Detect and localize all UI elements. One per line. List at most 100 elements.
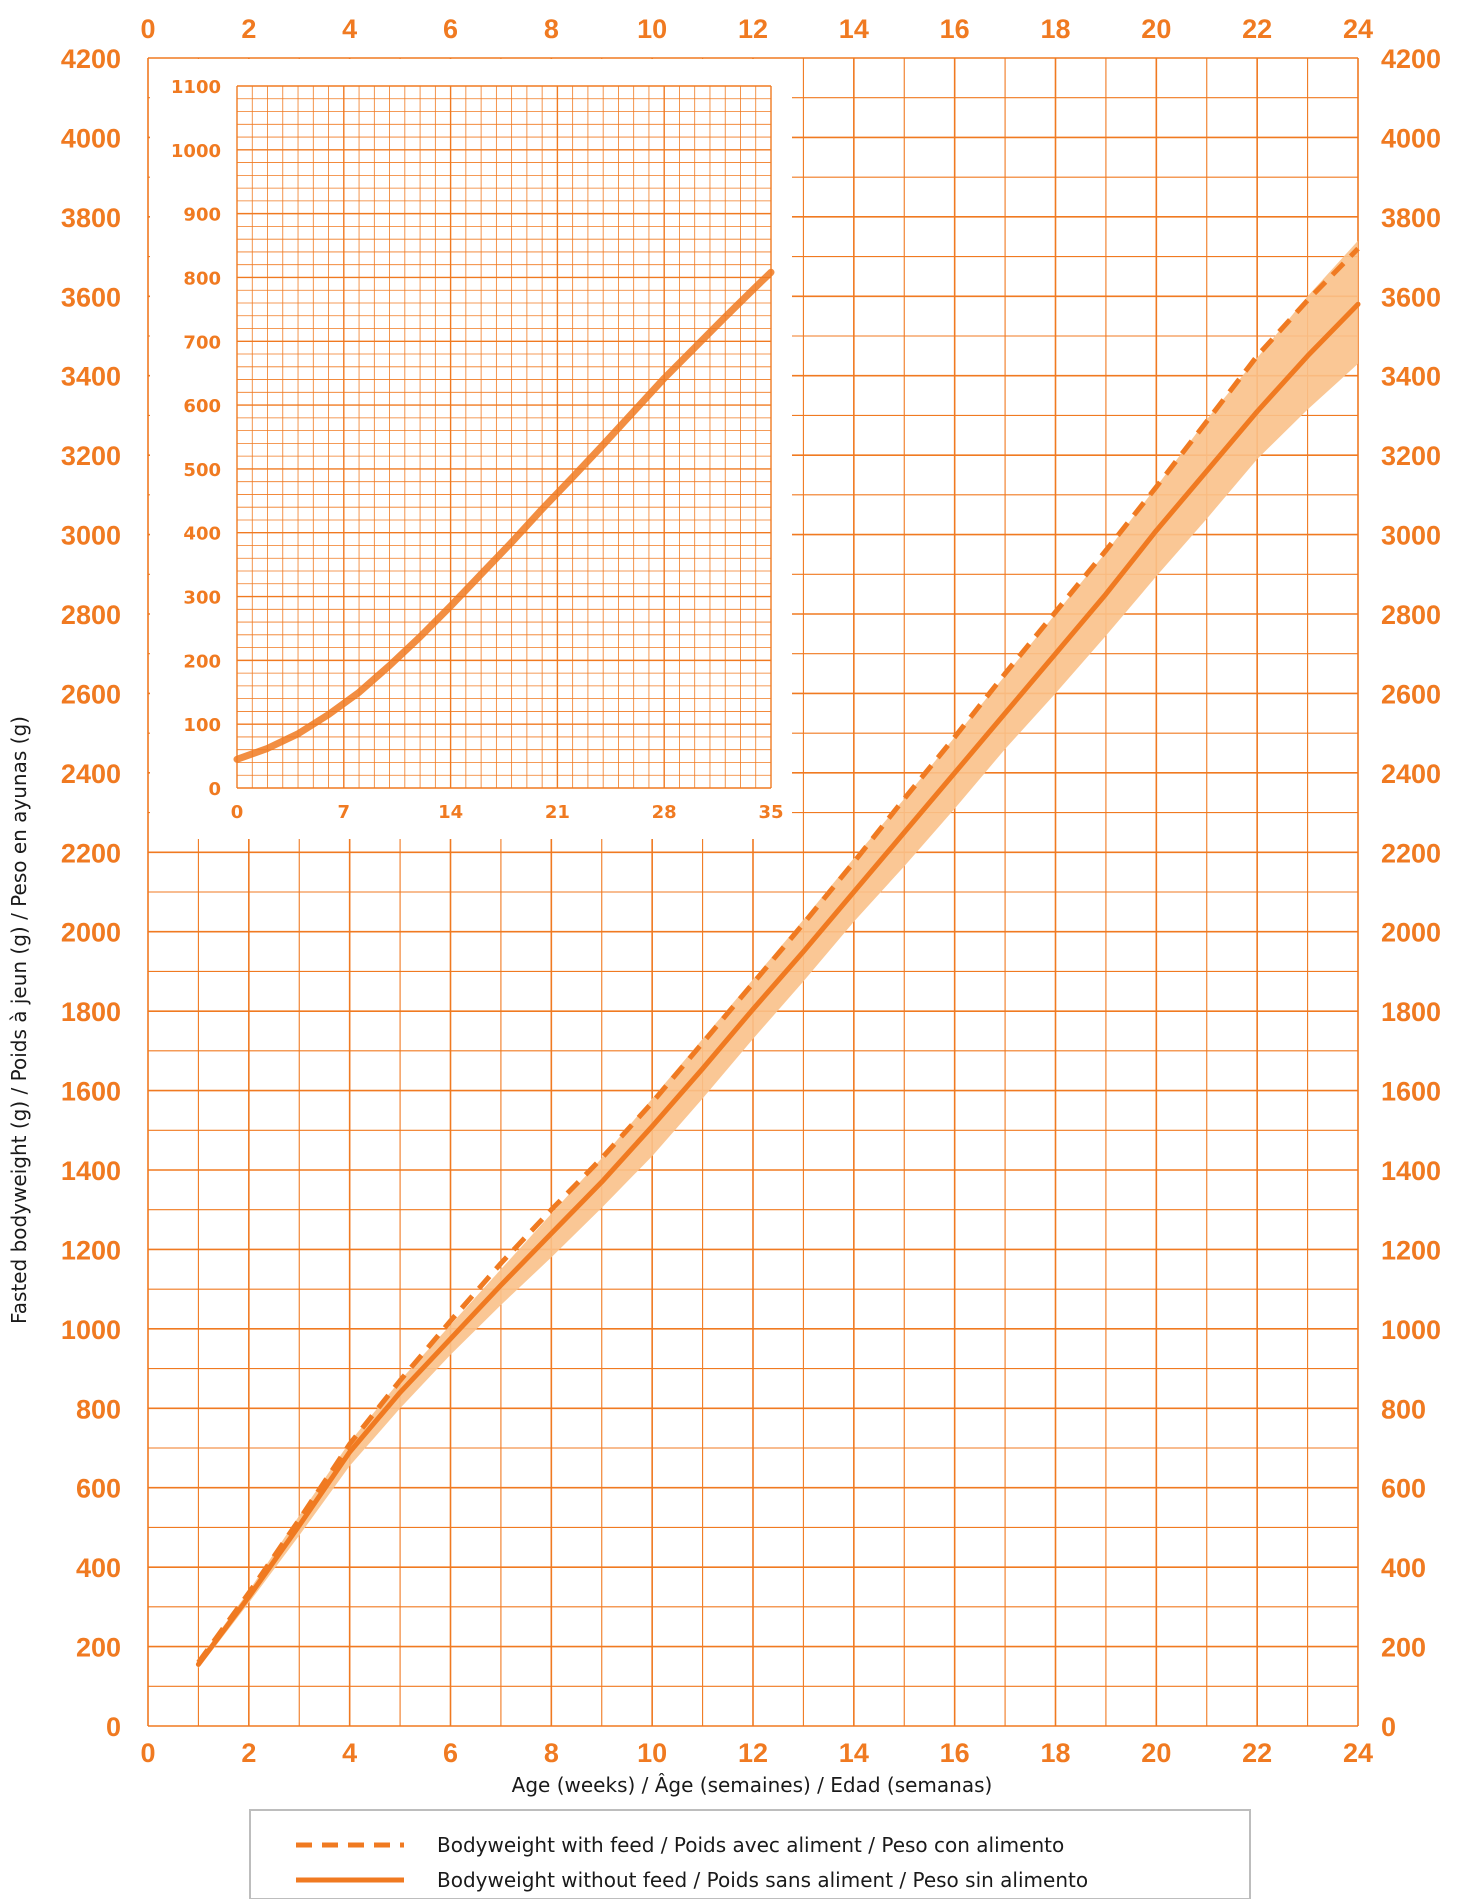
y-tick-label-left: 1600 xyxy=(61,1077,121,1107)
inset-y-tick-label: 0 xyxy=(208,779,221,800)
y-tick-label-left: 3600 xyxy=(61,282,121,312)
y-tick-label-left: 1200 xyxy=(61,1235,121,1265)
inset-x-tick-label: 21 xyxy=(545,802,570,823)
y-tick-label-right: 3200 xyxy=(1381,441,1441,471)
x-tick-label-top: 16 xyxy=(940,14,970,44)
inset-y-tick-label: 600 xyxy=(183,396,221,417)
y-tick-label-right: 3400 xyxy=(1381,362,1441,392)
inset-y-tick-label: 200 xyxy=(183,651,221,672)
x-tick-label-top: 0 xyxy=(140,14,155,44)
y-tick-label-right: 1000 xyxy=(1381,1315,1441,1345)
y-tick-label-right: 3600 xyxy=(1381,282,1441,312)
series-line-with-feed xyxy=(196,246,1360,1664)
y-tick-label-right: 2800 xyxy=(1381,600,1441,630)
inset-y-tick-label: 500 xyxy=(183,460,221,481)
y-tick-label-left: 2600 xyxy=(61,679,121,709)
y-tick-label-left: 400 xyxy=(76,1553,121,1583)
inset-x-tick-label: 0 xyxy=(231,802,244,823)
legend-label-with-feed: Bodyweight with feed / Poids avec alimen… xyxy=(437,1833,1064,1857)
y-tick-label-left: 2000 xyxy=(61,918,121,948)
y-tick-label-left: 4200 xyxy=(61,44,121,74)
y-tick-label-right: 1400 xyxy=(1381,1156,1441,1186)
y-tick-label-left: 3800 xyxy=(61,203,121,233)
inset-series xyxy=(233,268,775,763)
inset-y-tick-label: 400 xyxy=(183,524,221,545)
inset-y-tick-label: 300 xyxy=(183,588,221,609)
x-tick-label-bottom: 10 xyxy=(637,1738,667,1768)
legend-box xyxy=(249,1809,1251,1899)
y-tick-label-right: 800 xyxy=(1381,1394,1426,1424)
x-tick-label-bottom: 0 xyxy=(140,1738,155,1768)
inset-x-tick-label: 14 xyxy=(438,802,463,823)
inset-y-tick-label: 1100 xyxy=(171,77,221,98)
y-tick-label-left: 1400 xyxy=(61,1156,121,1186)
legend: Bodyweight with feed / Poids avec alimen… xyxy=(249,1809,1251,1899)
inset-x-tick-label: 7 xyxy=(338,802,351,823)
inset-background xyxy=(150,59,792,839)
y-tick-label-left: 3200 xyxy=(61,441,121,471)
main-tick-labels: 0022446688101012121414161618182020222224… xyxy=(61,14,1441,1768)
y-tick-label-right: 0 xyxy=(1381,1712,1396,1742)
y-tick-label-right: 1200 xyxy=(1381,1235,1441,1265)
y-tick-label-left: 2400 xyxy=(61,759,121,789)
y-tick-label-right: 600 xyxy=(1381,1474,1426,1504)
x-tick-label-top: 24 xyxy=(1343,14,1373,44)
inset-grid xyxy=(236,85,772,789)
x-tick-label-bottom: 12 xyxy=(738,1738,768,1768)
y-tick-label-left: 2800 xyxy=(61,600,121,630)
inset-x-tick-label: 28 xyxy=(652,802,677,823)
y-tick-label-right: 400 xyxy=(1381,1553,1426,1583)
y-tick-label-left: 3400 xyxy=(61,362,121,392)
x-tick-label-top: 10 xyxy=(637,14,667,44)
y-tick-label-right: 4200 xyxy=(1381,44,1441,74)
x-tick-label-bottom: 18 xyxy=(1040,1738,1070,1768)
y-tick-label-left: 1000 xyxy=(61,1315,121,1345)
y-tick-label-left: 800 xyxy=(76,1394,121,1424)
y-tick-label-right: 2000 xyxy=(1381,918,1441,948)
inset-y-tick-label: 100 xyxy=(183,715,221,736)
x-tick-label-top: 8 xyxy=(544,14,559,44)
x-tick-label-top: 14 xyxy=(839,14,869,44)
x-tick-label-bottom: 2 xyxy=(241,1738,256,1768)
x-tick-label-top: 18 xyxy=(1040,14,1070,44)
y-tick-label-right: 2200 xyxy=(1381,838,1441,868)
y-tick-label-right: 1800 xyxy=(1381,997,1441,1027)
inset-y-tick-label: 1000 xyxy=(171,141,221,162)
y-tick-label-right: 4000 xyxy=(1381,123,1441,153)
y-tick-label-right: 3800 xyxy=(1381,203,1441,233)
x-tick-label-bottom: 14 xyxy=(839,1738,869,1768)
y-tick-label-left: 0 xyxy=(106,1712,121,1742)
y-tick-label-left: 3000 xyxy=(61,521,121,551)
y-tick-label-right: 2400 xyxy=(1381,759,1441,789)
y-tick-label-left: 4000 xyxy=(61,123,121,153)
y-tick-label-right: 2600 xyxy=(1381,679,1441,709)
x-tick-label-top: 12 xyxy=(738,14,768,44)
x-tick-label-bottom: 8 xyxy=(544,1738,559,1768)
x-tick-label-top: 2 xyxy=(241,14,256,44)
y-tick-label-left: 1800 xyxy=(61,997,121,1027)
x-tick-label-bottom: 4 xyxy=(342,1738,357,1768)
inset-tick-labels: 0 7 14 21 28 35 0 100 200 300 400 500 600 700 800 900 10… xyxy=(171,77,784,823)
x-tick-label-bottom: 6 xyxy=(443,1738,458,1768)
y-tick-label-left: 200 xyxy=(76,1633,121,1663)
x-tick-label-bottom: 24 xyxy=(1343,1738,1373,1768)
inset-y-tick-label: 900 xyxy=(183,205,221,226)
x-tick-label-bottom: 22 xyxy=(1242,1738,1272,1768)
inset-series-line xyxy=(233,268,775,763)
series-line-without-feed xyxy=(195,301,1361,1667)
y-tick-label-right: 3000 xyxy=(1381,521,1441,551)
x-tick-label-top: 20 xyxy=(1141,14,1171,44)
legend-label-without-feed: Bodyweight without feed / Poids sans ali… xyxy=(437,1868,1088,1892)
x-tick-label-bottom: 16 xyxy=(940,1738,970,1768)
x-tick-label-bottom: 20 xyxy=(1141,1738,1171,1768)
inset-y-tick-label: 700 xyxy=(183,332,221,353)
x-tick-label-top: 4 xyxy=(342,14,357,44)
inset-x-tick-label: 35 xyxy=(758,802,783,823)
y-tick-label-right: 1600 xyxy=(1381,1077,1441,1107)
x-tick-label-top: 22 xyxy=(1242,14,1272,44)
y-axis-title: Fasted bodyweight (g) / Poids à jeun (g)… xyxy=(7,716,31,1324)
x-axis-title: Age (weeks) / Âge (semaines) / Edad (sem… xyxy=(512,1773,993,1797)
x-tick-label-top: 6 xyxy=(443,14,458,44)
y-tick-label-right: 200 xyxy=(1381,1633,1426,1663)
